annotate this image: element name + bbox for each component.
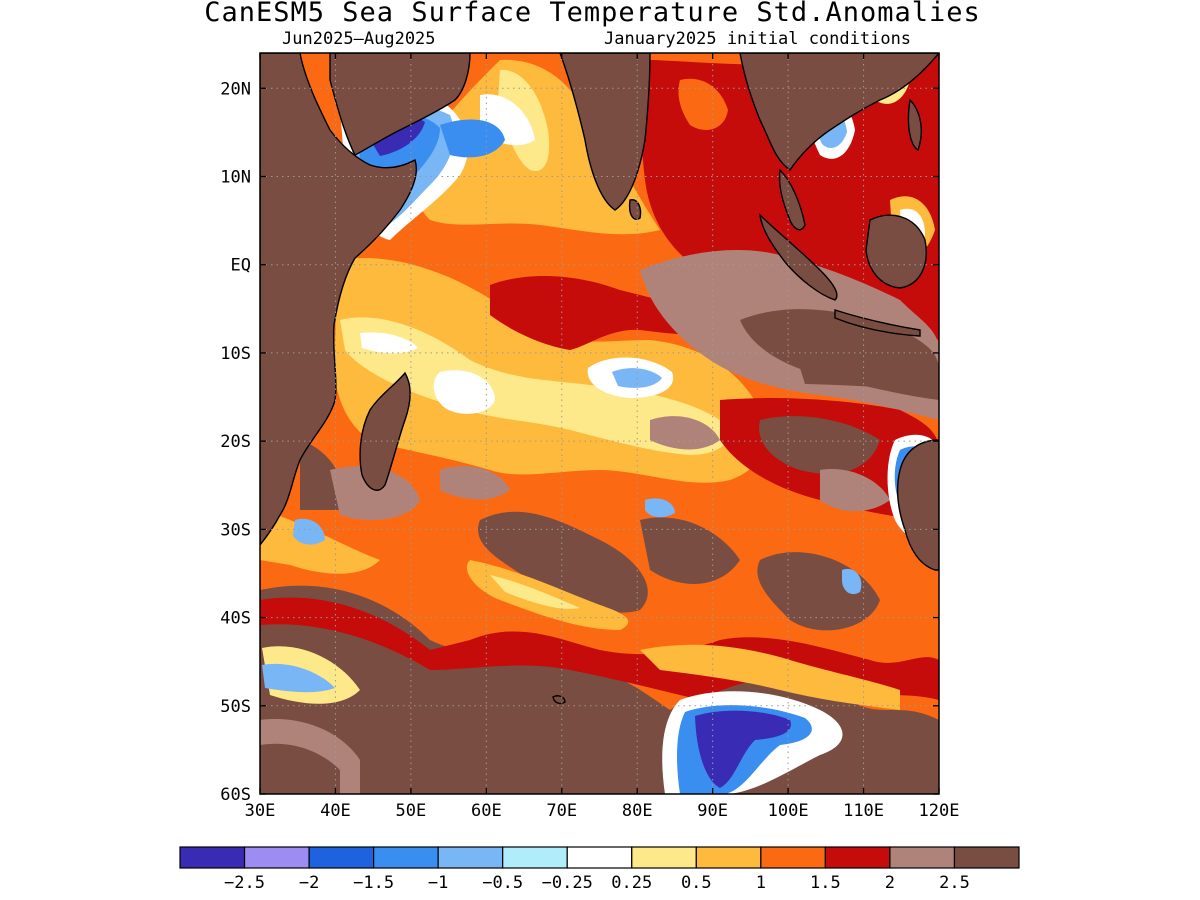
- colorbar-labels: −2.5 −2 −1.5 −1 −0.5 −0.25 0.25 0.5 1 1.5 2 2.5: [224, 873, 970, 893]
- lat-tick-label: 10N: [220, 168, 251, 188]
- anomaly-sw-bluepatch: [293, 518, 325, 545]
- anomaly-region-south-brown-2: [640, 517, 740, 584]
- colorbar-label: −0.25: [542, 873, 593, 893]
- lon-tick-label: 110E: [843, 801, 884, 821]
- arabia-landmass: [329, 53, 471, 156]
- colorbar-swatch: [631, 846, 697, 869]
- lat-axis: 20N 10N EQ 10S 20S 30S 40S 50S 60S: [220, 79, 939, 805]
- colorbar-swatch: [566, 846, 633, 869]
- lon-tick-label: 50E: [396, 801, 427, 821]
- lat-tick-label: 30S: [220, 520, 251, 540]
- lon-tick-label: 30E: [245, 801, 276, 821]
- colorbar-label: −0.5: [482, 873, 523, 893]
- colorbar-swatch: [179, 846, 246, 869]
- lon-tick-label: 100E: [768, 801, 809, 821]
- anomaly-cool-southwest-blue: [262, 663, 335, 693]
- colorbar-label: −2.5: [224, 873, 265, 893]
- anomaly-equatorial-red: [490, 275, 730, 350]
- anomaly-central-lightyellow: [340, 317, 729, 455]
- lon-tick-label: 60E: [471, 801, 502, 821]
- lon-tick-label: 40E: [320, 801, 351, 821]
- colorbar-swatch: [373, 846, 439, 869]
- map-plot-area: [260, 53, 939, 794]
- anomaly-east-bluepatch: [842, 568, 862, 595]
- anomaly-east-south-lightbrown: [820, 469, 890, 512]
- anomaly-central-white-1: [433, 370, 495, 414]
- colorbar: [179, 846, 1020, 869]
- colorbar-swatch: [760, 846, 826, 869]
- philippines-landmass: [907, 98, 922, 152]
- lat-tick-label: 20S: [220, 432, 251, 452]
- anomaly-south-mid-brown-2: [440, 466, 510, 500]
- colorbar-swatch: [953, 846, 1020, 869]
- colorbar-label: −2: [299, 873, 319, 893]
- colorbar-swatch: [243, 846, 310, 869]
- colorbar-swatch: [824, 846, 891, 869]
- colorbar-label: 1: [756, 873, 766, 893]
- malay-landmass: [778, 168, 806, 231]
- lat-tick-label: 40S: [220, 609, 251, 629]
- colorbar-label: 0.5: [681, 873, 712, 893]
- anomaly-central-white-2: [360, 332, 418, 354]
- map-frame: [259, 52, 940, 795]
- anomaly-east-south-brown: [759, 416, 880, 474]
- colorbar-label: 0.25: [611, 873, 652, 893]
- anomaly-sw-darkbrown-corner: [260, 743, 340, 794]
- lat-tick-label: 20N: [220, 79, 251, 99]
- anomaly-region-sw-lightbrown: [330, 466, 420, 520]
- anomaly-region-southwest-brown: [478, 511, 648, 613]
- colorbar-swatch: [695, 846, 762, 869]
- anomaly-band-yellow-2: [640, 644, 900, 710]
- forecast-period: Jun2025—Aug2025: [282, 29, 436, 49]
- colorbar-label: 1.5: [810, 873, 841, 893]
- anomaly-east-darkbrown-2: [800, 362, 939, 392]
- lat-tick-label: 60S: [220, 785, 251, 805]
- colorbar-swatch: [889, 846, 956, 869]
- lat-tick-label: EQ: [231, 256, 251, 276]
- java-landmass: [834, 309, 921, 337]
- australia-landmass: [896, 439, 939, 571]
- colorbar-swatch: [502, 846, 568, 869]
- lon-tick-label: 120E: [919, 801, 960, 821]
- colorbar-label: −1.5: [353, 873, 394, 893]
- lon-tick-label: 70E: [546, 801, 577, 821]
- sumatra-landmass: [759, 213, 838, 301]
- srilanka-landmass: [628, 199, 642, 220]
- colorbar-label: −1: [428, 873, 448, 893]
- colorbar-swatch: [308, 846, 375, 869]
- india-landmass: [559, 53, 651, 211]
- anomaly-cold-south-core: [695, 710, 791, 788]
- borneo-landmass: [865, 214, 927, 289]
- initial-conditions-label: January2025 initial conditions: [604, 29, 912, 49]
- colorbar-label: 2: [885, 873, 895, 893]
- chart-title: CanESM5 Sea Surface Temperature Std.Anom…: [204, 0, 981, 28]
- anomaly-east-arabian-blue: [440, 119, 505, 158]
- anomaly-mid-bluepatch: [645, 498, 675, 518]
- lon-tick-label: 80E: [622, 801, 653, 821]
- lat-tick-label: 50S: [220, 697, 251, 717]
- colorbar-label: 2.5: [939, 873, 970, 893]
- indochina-landmass: [739, 53, 939, 171]
- madagascar-landmass: [359, 371, 411, 491]
- lat-tick-label: 10S: [220, 344, 251, 364]
- anomaly-bengal-orange: [678, 78, 728, 130]
- anomaly-region-west-brown: [300, 440, 343, 510]
- lon-axis: 30E 40E 50E 60E 70E 80E 90E 100E 110E 120E: [245, 53, 960, 821]
- lon-tick-label: 90E: [697, 801, 728, 821]
- anomaly-band-lightyellow-1: [490, 575, 580, 609]
- colorbar-swatch: [437, 846, 504, 869]
